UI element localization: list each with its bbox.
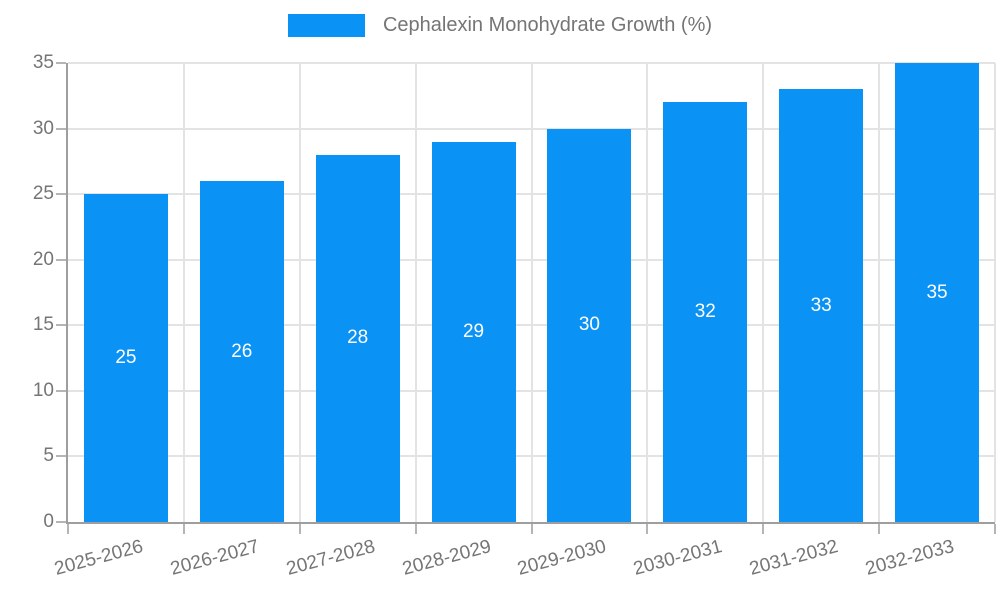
gridline-vertical: [182, 63, 185, 522]
x-tick-label-2032-2033: 2032-2033: [863, 536, 957, 580]
x-tick-mark: [646, 524, 649, 534]
bar-2029-2030: [547, 128, 632, 522]
y-tick-label: 15: [32, 314, 54, 336]
bar-value-label: 26: [231, 340, 253, 362]
y-tick-mark: [56, 324, 66, 327]
x-tick-label-2028-2029: 2028-2029: [399, 536, 493, 580]
x-tick-mark: [182, 524, 185, 534]
bar-2030-2031: [663, 102, 748, 522]
legend[interactable]: Cephalexin Monohydrate Growth (%): [0, 14, 1000, 37]
y-tick-label: 5: [43, 445, 54, 467]
legend-label: Cephalexin Monohydrate Growth (%): [382, 14, 713, 36]
bar-value-label: 30: [578, 314, 600, 336]
gridline-vertical: [298, 63, 301, 522]
bar-value-label: 28: [347, 327, 369, 349]
bar-value-label: 29: [462, 320, 485, 342]
y-tick-label: 0: [43, 511, 54, 532]
y-tick-label: 30: [32, 117, 54, 139]
x-tick-mark: [67, 524, 69, 534]
y-axis-line: [66, 63, 68, 524]
x-tick-label-2027-2028: 2027-2028: [283, 536, 378, 580]
y-tick-mark: [56, 521, 66, 523]
bar-2027-2028: [315, 154, 400, 522]
y-tick-label: 20: [32, 248, 54, 270]
x-tick-mark: [878, 524, 881, 534]
bar-value-label: 25: [115, 347, 137, 369]
bar-value-label: 35: [926, 281, 948, 303]
gridline-vertical: [414, 63, 417, 522]
gridline-vertical: [646, 63, 649, 522]
x-tick-label-2029-2030: 2029-2030: [515, 536, 609, 580]
legend-swatch-icon: [287, 14, 365, 37]
y-tick-label: 25: [32, 183, 54, 205]
gridline-vertical: [878, 63, 881, 522]
x-tick-mark: [994, 524, 996, 534]
y-tick-mark: [56, 258, 66, 261]
y-tick-mark: [56, 62, 66, 64]
bar-value-label: 33: [810, 294, 832, 316]
bar-2025-2026: [83, 194, 168, 522]
bar-2031-2032: [779, 89, 864, 522]
x-tick-label-2031-2032: 2031-2032: [747, 536, 841, 580]
y-tick-label: 10: [32, 379, 54, 401]
x-tick-mark: [530, 524, 533, 534]
y-tick-mark: [56, 193, 66, 196]
y-tick-label: 35: [32, 52, 54, 73]
bar-2026-2027: [199, 181, 284, 522]
bar-2032-2033: [895, 63, 980, 522]
x-tick-mark: [762, 524, 765, 534]
y-tick-mark: [56, 389, 66, 392]
y-tick-mark: [56, 455, 66, 458]
x-tick-mark: [414, 524, 417, 534]
gridline-vertical: [994, 63, 996, 522]
gridline-vertical: [530, 63, 533, 522]
x-axis-line: [66, 522, 995, 524]
x-tick-mark: [298, 524, 301, 534]
gridline-vertical: [762, 63, 765, 522]
bar-value-label: 32: [694, 301, 716, 323]
x-tick-label-2025-2026: 2025-2026: [52, 536, 146, 580]
x-tick-label-2030-2031: 2030-2031: [631, 536, 725, 580]
x-tick-label-2026-2027: 2026-2027: [168, 536, 262, 580]
y-tick-mark: [56, 127, 66, 130]
bar-2028-2029: [431, 141, 516, 522]
